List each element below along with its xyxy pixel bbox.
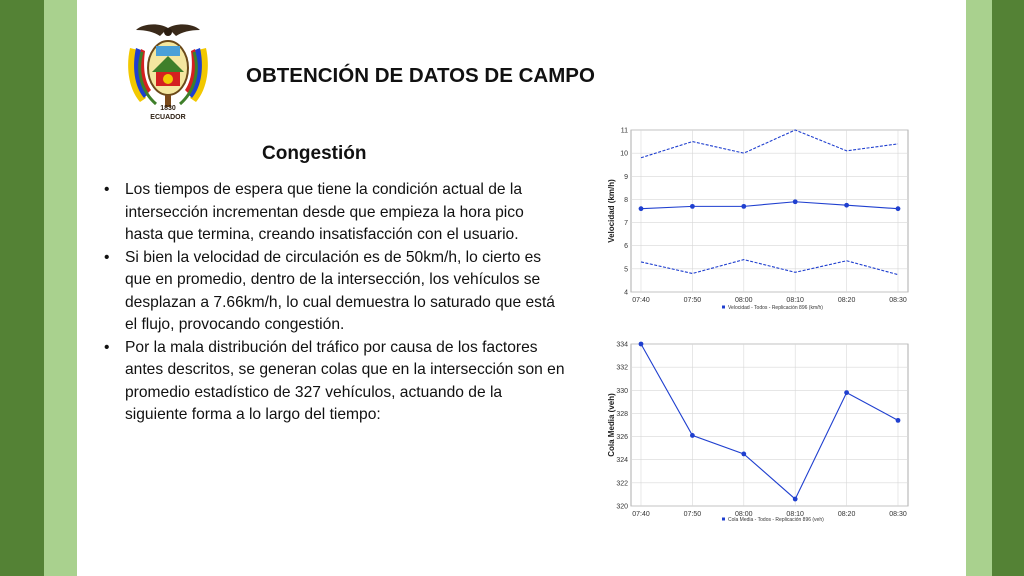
velocity-line-chart: 4 5 6 7 8 9 10 11 07:40 07:50 08:00 08:10 08:20 08:30… <box>607 128 909 311</box>
x-tick-label: 08:30 <box>889 511 907 518</box>
x-tick-label: 07:40 <box>632 297 650 304</box>
left-light-green-bar <box>44 0 77 576</box>
slide-title: OBTENCIÓN DE DATOS DE CAMPO <box>246 64 595 87</box>
y-axis-label: Cola Media (veh) <box>607 393 616 457</box>
slide-subtitle: Congestión <box>262 143 367 164</box>
y-tick-label: 334 <box>616 342 628 349</box>
x-tick-label: 07:50 <box>684 297 702 304</box>
svg-text:1830: 1830 <box>160 105 176 112</box>
x-tick-label: 08:30 <box>889 297 907 304</box>
y-tick-label: 11 <box>621 128 628 135</box>
data-point <box>895 206 901 212</box>
plot-area <box>630 343 909 507</box>
y-tick-label: 9 <box>624 174 628 181</box>
coat-of-arms-logo: 1830 ECUADOR <box>128 24 208 121</box>
bullet-item: Por la mala distribución del tráfico por… <box>104 337 566 427</box>
series-line <box>640 259 899 276</box>
x-tick-label: 07:50 <box>684 511 702 518</box>
data-point <box>844 202 849 208</box>
data-point <box>690 203 695 209</box>
y-tick-label: 326 <box>616 434 628 441</box>
x-tick-label: 08:20 <box>838 297 856 304</box>
legend-label: Cola Media - Todos - Replicación 896 (ve… <box>728 517 824 523</box>
y-tick-label: 4 <box>624 290 628 297</box>
legend-swatch <box>722 517 725 521</box>
right-dark-green-bar <box>992 0 1024 576</box>
x-tick-label: 07:40 <box>632 511 650 518</box>
y-tick-label: 322 <box>616 480 628 487</box>
bullet-item: Los tiempos de espera que tiene la condi… <box>104 179 566 247</box>
y-tick-label: 8 <box>624 197 628 204</box>
right-light-green-bar <box>966 0 992 576</box>
y-tick-label: 332 <box>616 365 628 372</box>
data-point <box>690 433 695 438</box>
left-dark-green-bar <box>0 0 44 576</box>
data-point <box>638 341 644 347</box>
bullet-item: Si bien la velocidad de circulación es d… <box>104 247 566 337</box>
data-point <box>792 199 798 205</box>
y-tick-label: 7 <box>624 220 628 227</box>
y-tick-label: 5 <box>624 266 628 273</box>
y-tick-label: 6 <box>624 243 628 250</box>
bullet-list: Los tiempos de espera que tiene la condi… <box>104 179 566 427</box>
y-tick-label: 320 <box>616 504 628 511</box>
plot-area <box>630 129 909 293</box>
series-line <box>640 201 899 210</box>
series-line <box>640 343 899 500</box>
data-point <box>792 496 798 502</box>
y-tick-label: 328 <box>616 411 628 418</box>
x-tick-label: 08:10 <box>786 511 804 518</box>
y-tick-label: 324 <box>616 457 628 464</box>
data-point <box>741 451 747 457</box>
x-tick-label: 08:20 <box>838 511 856 518</box>
logo-text: ECUADOR <box>150 114 185 121</box>
data-point <box>638 206 644 212</box>
y-axis-label: Velocidad (km/h) <box>607 179 616 243</box>
data-point <box>895 417 901 423</box>
data-point <box>844 390 849 395</box>
x-tick-label: 08:00 <box>735 297 753 304</box>
x-tick-label: 08:00 <box>735 511 753 518</box>
legend-swatch <box>722 305 725 309</box>
y-tick-label: 330 <box>616 388 628 395</box>
legend-label: Velocidad - Todos - Replicación 896 (km/… <box>728 305 823 311</box>
series-line <box>640 129 899 159</box>
data-point <box>741 203 747 209</box>
y-tick-label: 10 <box>620 151 628 158</box>
x-tick-label: 08:10 <box>786 297 804 304</box>
queue-line-chart: 320 322 324 326 328 330 332 334 07:40 07:50 08:00 0… <box>607 341 909 523</box>
